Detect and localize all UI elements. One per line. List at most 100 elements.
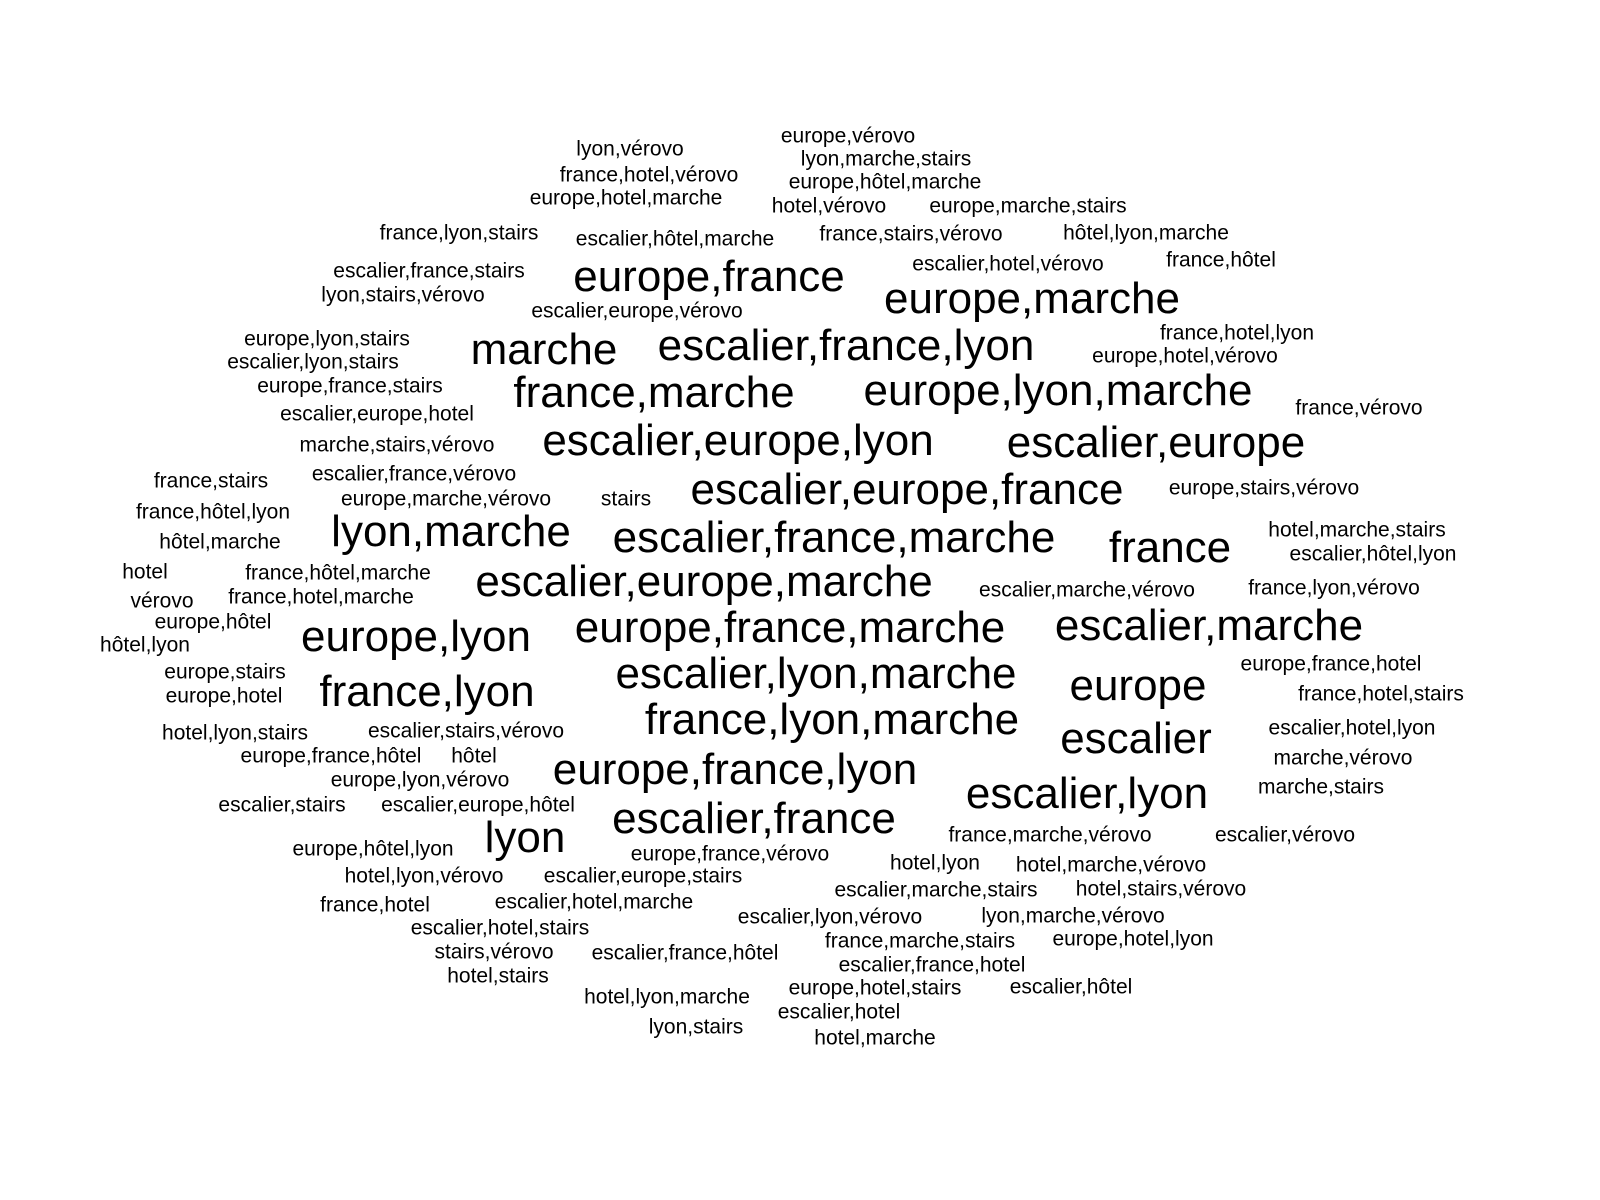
word-cloud-term: stairs,vérovo — [434, 940, 554, 964]
word-cloud-term: escalier,lyon — [965, 769, 1209, 818]
word-cloud-term: europe,hotel — [165, 684, 283, 708]
word-cloud-term: hotel,marche,vérovo — [1015, 853, 1207, 877]
word-cloud-term: hotel,marche — [814, 1026, 936, 1050]
word-cloud-term: escalier,hotel,marche — [494, 890, 694, 914]
word-cloud-term: france,hôtel,marche — [245, 561, 431, 585]
word-cloud-term: france,stairs — [153, 469, 269, 493]
word-cloud-term: escalier,marche — [1054, 601, 1364, 650]
word-cloud-term: europe,hôtel,lyon — [292, 837, 454, 861]
word-cloud-term: escalier,marche,stairs — [834, 878, 1038, 902]
word-cloud-term: escalier,lyon,marche — [615, 649, 1017, 698]
word-cloud-term: france,lyon,vérovo — [1248, 576, 1420, 600]
word-cloud-term: hotel,stairs,vérovo — [1075, 877, 1247, 901]
word-cloud-term: escalier,stairs,vérovo — [367, 719, 565, 743]
word-cloud-term: lyon,stairs — [648, 1015, 744, 1039]
word-cloud-term: escalier,europe,stairs — [543, 864, 743, 888]
word-cloud-term: escalier,france,hotel — [838, 953, 1026, 977]
word-cloud-term: escalier,europe — [1006, 418, 1306, 467]
word-cloud-term: france,marche,stairs — [824, 929, 1016, 953]
word-cloud-term: hotel,lyon,vérovo — [344, 864, 504, 888]
word-cloud-term: escalier,hotel,lyon — [1268, 716, 1436, 740]
word-cloud-term: europe,marche — [884, 274, 1180, 323]
word-cloud-term: escalier,hôtel — [1009, 975, 1133, 999]
word-cloud-term: escalier,hotel,vérovo — [912, 252, 1104, 276]
word-cloud-term: europe,france,stairs — [257, 374, 443, 398]
word-cloud-term: france,lyon,marche — [644, 695, 1020, 744]
word-cloud-term: europe,hotel,vérovo — [1092, 344, 1278, 368]
word-cloud-term: lyon,stairs,vérovo — [321, 283, 485, 307]
word-cloud-term: europe,hôtel — [154, 610, 272, 634]
word-cloud-term: hotel,lyon — [890, 851, 980, 875]
word-cloud-term: france — [1108, 523, 1232, 572]
word-cloud-term: europe,france,vérovo — [630, 842, 830, 866]
word-cloud-term: escalier,hôtel,lyon — [1289, 542, 1457, 566]
word-cloud-term: escalier — [1060, 714, 1212, 763]
word-cloud-term: france,marche,vérovo — [948, 823, 1152, 847]
word-cloud-term: hôtel — [451, 744, 497, 768]
word-cloud-term: escalier,france,hôtel — [591, 941, 779, 965]
word-cloud-term: europe,france — [573, 252, 845, 301]
word-cloud-term: escalier,lyon,vérovo — [737, 905, 923, 929]
word-cloud-term: escalier,vérovo — [1214, 823, 1356, 847]
word-cloud-term: europe,france,lyon — [552, 745, 918, 794]
word-cloud-term: escalier,france,stairs — [333, 259, 525, 283]
word-cloud-term: europe,stairs,vérovo — [1168, 476, 1360, 500]
word-cloud-term: lyon,marche,vérovo — [981, 904, 1165, 928]
word-cloud-term: escalier,europe,france — [690, 465, 1124, 514]
word-cloud-term: europe,lyon,marche — [863, 366, 1253, 415]
word-cloud-term: france,hotel,marche — [228, 585, 414, 609]
word-cloud-term: europe,france,marche — [574, 603, 1006, 652]
word-cloud-term: escalier,europe,lyon — [542, 416, 934, 465]
word-cloud-term: marche — [470, 325, 618, 374]
word-cloud-term: france,vérovo — [1295, 396, 1423, 420]
word-cloud-term: escalier,europe,hotel — [280, 402, 474, 426]
word-cloud-term: hotel — [122, 560, 168, 584]
word-cloud-term: europe,france,hotel — [1240, 652, 1422, 676]
word-cloud-term: escalier,hotel — [777, 1000, 901, 1024]
word-cloud-term: europe,marche,stairs — [929, 194, 1127, 218]
word-cloud-term: stairs — [600, 487, 652, 511]
word-cloud-term: escalier,marche,vérovo — [979, 578, 1195, 602]
word-cloud-term: hôtel,lyon — [100, 633, 190, 657]
word-cloud-term: europe,hotel,lyon — [1052, 927, 1214, 951]
word-cloud-term: marche,vérovo — [1273, 746, 1413, 770]
word-cloud-term: europe,hotel,stairs — [788, 976, 962, 1000]
word-cloud-term: escalier,france,vérovo — [311, 462, 517, 486]
word-cloud-term: europe,marche,vérovo — [340, 487, 552, 511]
word-cloud-term: escalier,hôtel,marche — [575, 227, 775, 251]
word-cloud-term: hotel,lyon,marche — [584, 985, 750, 1009]
word-cloud-term: hotel,marche,stairs — [1268, 518, 1446, 542]
word-cloud-term: france,marche — [513, 368, 795, 417]
word-cloud-term: france,hotel — [320, 893, 430, 917]
word-cloud-term: france,hotel,lyon — [1159, 321, 1315, 345]
word-cloud-term: lyon,marche,stairs — [800, 147, 972, 171]
word-cloud-term: escalier,france,lyon — [657, 321, 1035, 370]
word-cloud-term: marche,stairs — [1257, 775, 1385, 799]
word-cloud-term: europe,lyon — [301, 612, 531, 661]
word-cloud-term: france,hotel,stairs — [1298, 682, 1464, 706]
word-cloud-term: europe,hotel,marche — [529, 186, 723, 210]
word-cloud-term: hotel,vérovo — [771, 194, 887, 218]
word-cloud-term: france,hôtel — [1166, 248, 1276, 272]
word-cloud-term: escalier,europe,hôtel — [381, 793, 575, 817]
word-cloud-term: france,lyon — [319, 667, 535, 716]
word-cloud-term: hotel,lyon,stairs — [162, 721, 308, 745]
word-cloud-term: vérovo — [130, 589, 194, 613]
word-cloud-term: escalier,france,marche — [612, 513, 1056, 562]
word-cloud-term: france,hôtel,lyon — [135, 500, 291, 524]
word-cloud-term: lyon — [484, 813, 566, 862]
word-cloud-term: escalier,lyon,stairs — [227, 350, 399, 374]
word-cloud-term: escalier,hotel,stairs — [410, 916, 590, 940]
word-cloud-term: europe,vérovo — [780, 124, 916, 148]
word-cloud-term: marche,stairs,vérovo — [299, 433, 495, 457]
word-cloud-term: escalier,stairs — [218, 793, 346, 817]
word-cloud-term: europe,lyon,vérovo — [330, 768, 510, 792]
word-cloud-term: escalier,europe,marche — [475, 557, 933, 606]
word-cloud-term: europe,hôtel,marche — [788, 170, 982, 194]
word-cloud-term: hôtel,marche — [159, 530, 281, 554]
word-cloud-term: france,lyon,stairs — [379, 221, 539, 245]
word-cloud-term: france,hotel,vérovo — [559, 163, 739, 187]
word-cloud-term: europe,lyon,stairs — [244, 327, 410, 351]
word-cloud-term: hotel,stairs — [447, 964, 549, 988]
